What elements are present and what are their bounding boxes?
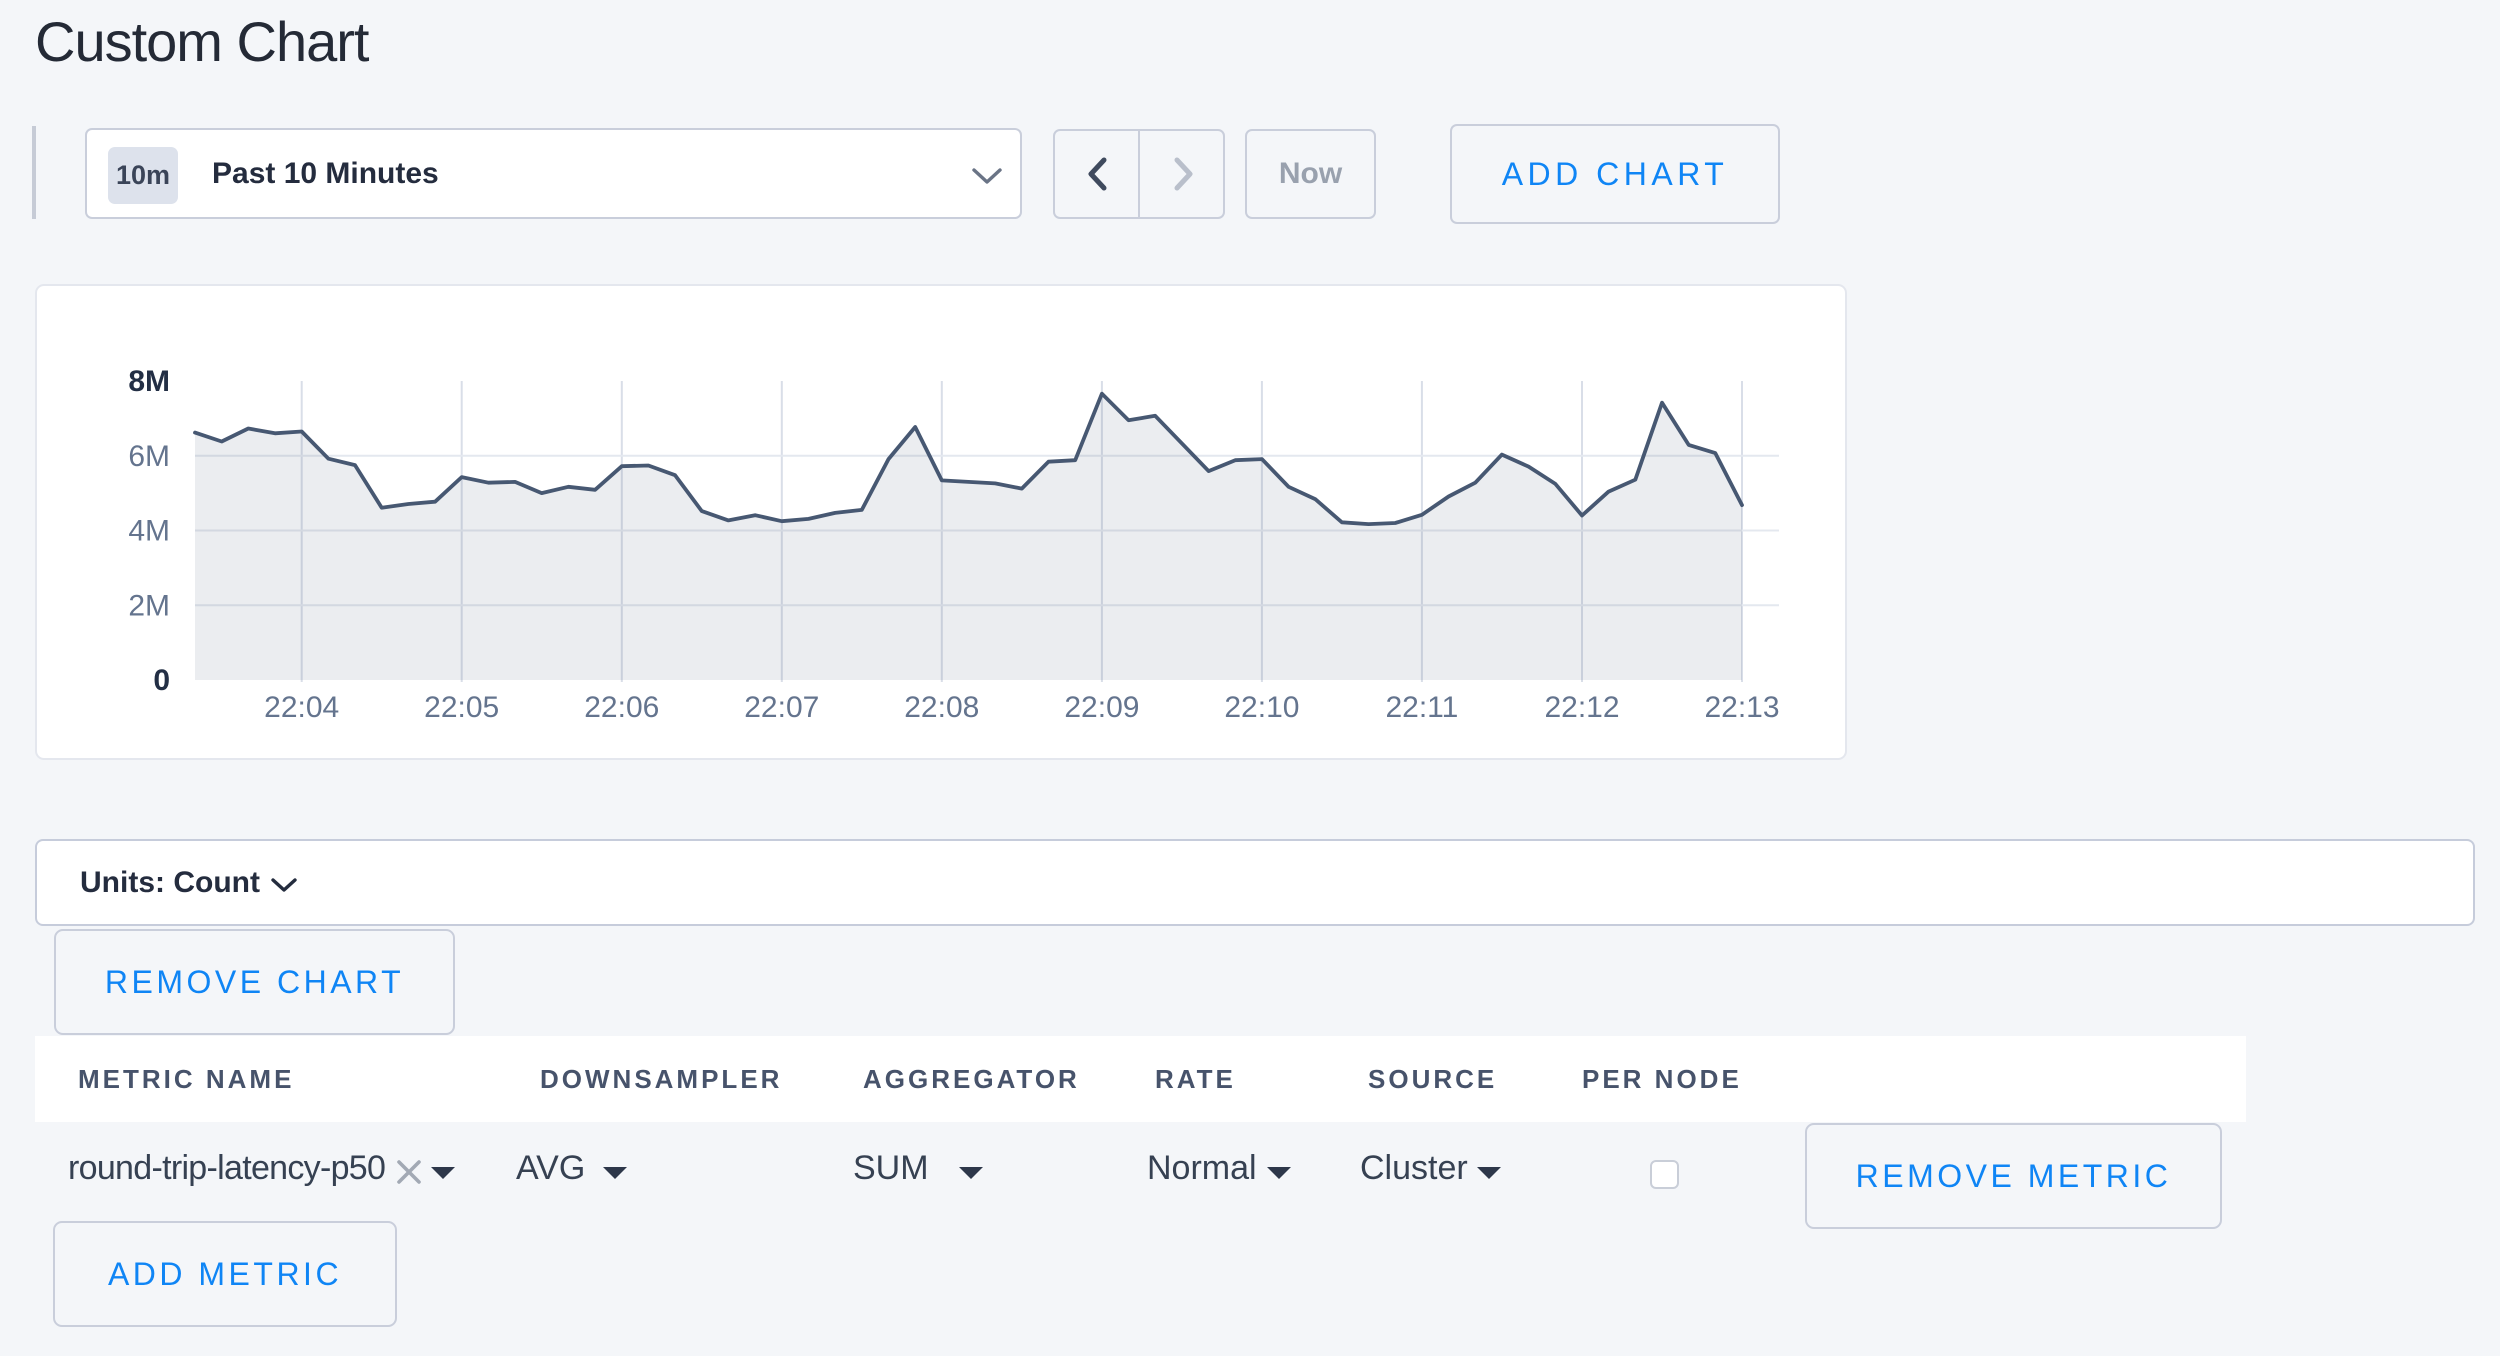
page-title: Custom Chart [35,10,369,73]
caret-down-icon[interactable] [1265,1165,1293,1181]
downsampler-select[interactable]: AVG [516,1149,586,1187]
svg-text:0: 0 [153,664,170,697]
column-header-rate: RATE [1155,1064,1236,1094]
svg-text:22:12: 22:12 [1544,691,1619,724]
units-dropdown[interactable]: Units: Count [35,839,2475,926]
svg-text:22:07: 22:07 [744,691,819,724]
chevron-down-icon [270,877,298,894]
caret-down-icon[interactable] [429,1165,457,1181]
svg-text:22:04: 22:04 [264,691,339,724]
now-button[interactable]: Now [1245,129,1376,219]
svg-text:22:10: 22:10 [1224,691,1299,724]
svg-text:22:09: 22:09 [1064,691,1139,724]
column-header-aggregator: AGGREGATOR [863,1064,1080,1094]
time-range-dropdown[interactable]: 10m Past 10 Minutes [85,128,1022,219]
caret-down-icon[interactable] [601,1165,629,1181]
time-range-label: Past 10 Minutes [212,157,439,190]
chevron-right-icon [1173,156,1195,192]
x-icon[interactable] [392,1155,426,1189]
svg-text:2M: 2M [128,589,170,622]
metric-name-value[interactable]: round-trip-latency-p50 [68,1149,386,1187]
column-header-per-node: PER NODE [1582,1064,1742,1094]
rate-select[interactable]: Normal [1147,1149,1257,1187]
svg-text:22:08: 22:08 [904,691,979,724]
svg-text:22:05: 22:05 [424,691,499,724]
column-header-source: SOURCE [1368,1064,1498,1094]
caret-down-icon[interactable] [957,1165,985,1181]
remove-chart-button[interactable]: REMOVE CHART [54,929,455,1035]
chart-panel: 0 2M 4M 6M 8M 22:04 22:05 22:06 22:07 22:08 22:09 2… [35,284,1847,760]
next-time-button[interactable] [1141,131,1226,217]
per-node-checkbox[interactable] [1650,1160,1679,1189]
add-chart-button[interactable]: ADD CHART [1450,124,1780,224]
svg-text:22:11: 22:11 [1385,691,1458,724]
remove-metric-button[interactable]: REMOVE METRIC [1805,1123,2222,1229]
prev-time-button[interactable] [1055,131,1140,217]
column-header-metric-name: METRIC NAME [78,1064,295,1094]
caret-down-icon[interactable] [1475,1165,1503,1181]
column-header-downsampler: DOWNSAMPLER [540,1064,783,1094]
svg-text:6M: 6M [128,440,170,473]
time-range-badge: 10m [108,147,178,204]
chevron-left-icon [1086,156,1108,192]
time-step-buttons [1053,129,1225,219]
aggregator-select[interactable]: SUM [853,1149,929,1187]
svg-text:22:06: 22:06 [584,691,659,724]
toolbar-accent-bar [32,126,36,219]
svg-text:22:13: 22:13 [1704,691,1779,724]
area-chart: 0 2M 4M 6M 8M 22:04 22:05 22:06 22:07 22:08 22:09 2… [128,365,1779,724]
metrics-table-header: METRIC NAME DOWNSAMPLER AGGREGATOR RATE … [35,1036,2246,1122]
add-metric-button[interactable]: ADD METRIC [53,1221,397,1327]
source-select[interactable]: Cluster [1360,1149,1468,1187]
svg-text:8M: 8M [128,365,170,398]
units-label: Units: Count [80,866,260,899]
chevron-down-icon [970,166,1004,186]
svg-text:4M: 4M [128,515,170,548]
